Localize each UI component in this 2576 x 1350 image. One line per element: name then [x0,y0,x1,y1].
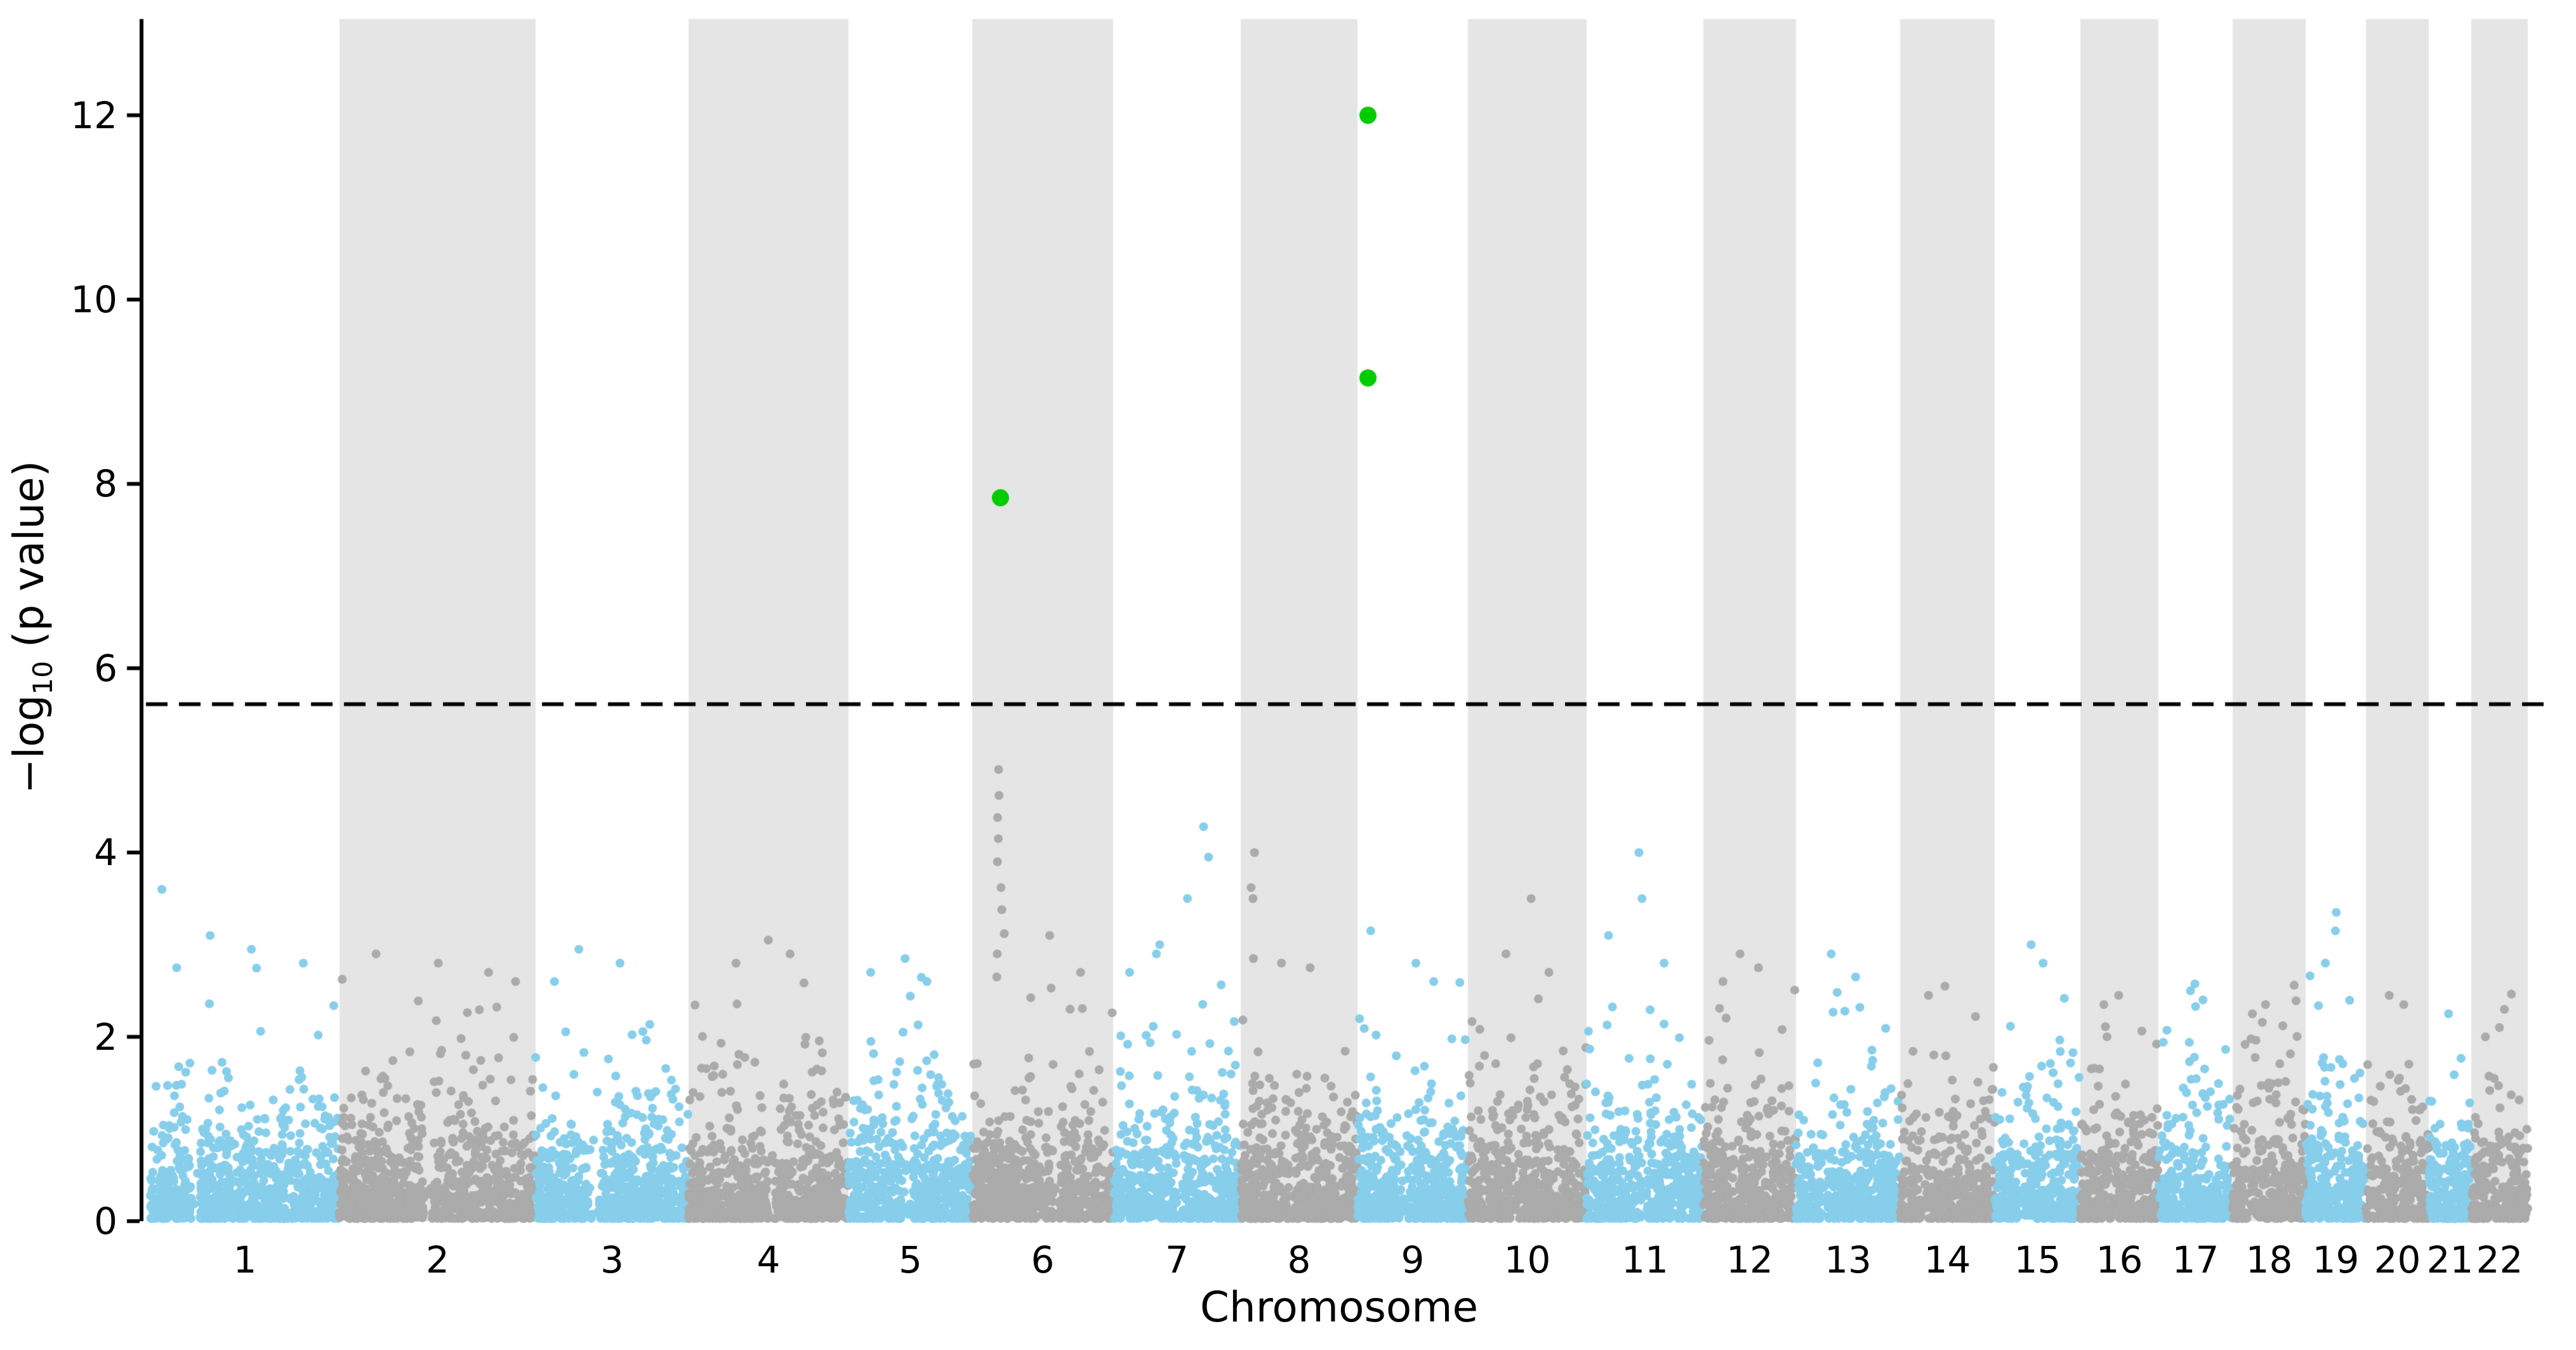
y-axis-label: −log10 (p value) [3,341,70,913]
x-tick-label-chr13: 13 [1825,1238,1872,1281]
x-tick-label-chr10: 10 [1503,1238,1551,1281]
x-tick-label-chr11: 11 [1622,1238,1668,1281]
x-tick-label-chr1: 1 [233,1238,257,1281]
x-tick-label-chr4: 4 [756,1238,781,1281]
x-tick-label-chr7: 7 [1165,1238,1189,1281]
x-tick-label-chr2: 2 [426,1238,449,1281]
y-tick-label-6: 6 [94,646,117,690]
x-tick-label-chr19: 19 [2312,1238,2360,1281]
x-tick-label-chr6: 6 [1031,1238,1055,1281]
x-tick-label-chr16: 16 [2096,1238,2143,1281]
x-tick-label-chr22: 22 [2476,1238,2523,1281]
y-tick-label-8: 8 [94,462,117,506]
y-tick-label-4: 4 [94,831,117,875]
x-tick-label-chr17: 17 [2172,1238,2219,1281]
x-tick-label-chr18: 18 [2245,1238,2293,1281]
x-tick-label-chr15: 15 [2014,1238,2061,1281]
x-tick-label-chr14: 14 [1924,1238,1971,1281]
x-tick-label-chr20: 20 [2374,1238,2421,1281]
x-tick-label-chr21: 21 [2426,1238,2474,1281]
x-axis-label: Chromosome [1199,1283,1479,1332]
y-tick-label-12: 12 [70,93,117,137]
y-axis-label-prefix: −log [4,694,53,794]
x-tick-label-chr5: 5 [899,1238,922,1281]
y-tick-label-10: 10 [70,278,117,321]
x-tick-label-chr8: 8 [1287,1238,1311,1281]
x-tick-label-chr12: 12 [1726,1238,1773,1281]
x-tick-label-chr3: 3 [600,1238,624,1281]
x-tick-label-chr9: 9 [1401,1238,1425,1281]
y-tick-label-0: 0 [94,1200,117,1243]
y-tick-label-2: 2 [94,1015,117,1059]
